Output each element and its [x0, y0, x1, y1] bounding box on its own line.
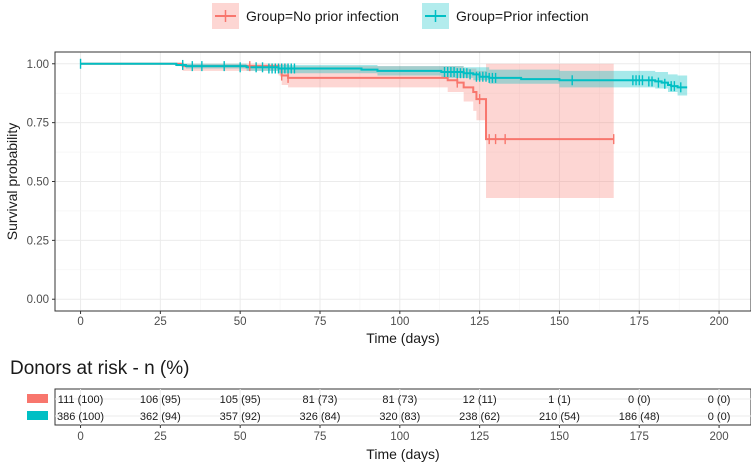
risk-cell: 105 (95) — [220, 394, 261, 406]
risk-table-grid — [55, 389, 751, 425]
y-axis: 0.00 0.25 0.50 0.75 1.00 — [27, 59, 55, 306]
y-tick-label: 1.00 — [27, 59, 49, 71]
legend-entry-prior: Group=Prior infection — [422, 3, 589, 29]
risk-row-key-no-prior — [27, 394, 48, 403]
risk-cell: 12 (11) — [463, 394, 497, 406]
risk-x-tick-label: 150 — [550, 431, 569, 443]
x-axis: 0 25 50 75 100 125 150 175 200 — [77, 311, 729, 328]
risk-x-tick-label: 50 — [234, 431, 247, 443]
y-tick-label: 0.50 — [27, 177, 49, 189]
legend-label-prior: Group=Prior infection — [456, 8, 589, 24]
legend: Group=No prior infection Group=Prior inf… — [212, 3, 589, 29]
y-axis-label: Survival probability — [4, 123, 20, 241]
x-tick-label: 175 — [630, 316, 649, 328]
risk-x-axis-label: Time (days) — [366, 446, 439, 462]
risk-cell: 0 (0) — [628, 394, 651, 406]
risk-cell: 81 (73) — [382, 394, 417, 406]
risk-table-cells: 111 (100) 106 (95) 105 (95) 81 (73) 81 (73) 1… — [57, 394, 730, 423]
plot-grid — [55, 52, 751, 311]
ci-band-prior — [80, 63, 688, 96]
risk-cell: 0 (0) — [708, 411, 731, 423]
risk-table-x-axis: 0 25 50 75 100 125 150 175 200 — [77, 425, 729, 443]
x-tick-label: 125 — [470, 316, 489, 328]
risk-table-title: Donors at risk - n (%) — [10, 358, 189, 379]
risk-x-tick-label: 0 — [77, 431, 83, 443]
x-tick-label: 150 — [550, 316, 569, 328]
x-tick-label: 75 — [314, 316, 327, 328]
risk-cell: 1 (1) — [548, 394, 571, 406]
risk-cell: 0 (0) — [708, 394, 731, 406]
risk-cell: 210 (54) — [539, 411, 580, 423]
risk-row-key-prior — [27, 411, 48, 420]
risk-cell: 320 (83) — [379, 411, 420, 423]
survival-plot: 0.00 0.25 0.50 0.75 1.00 0 25 50 75 100 125 150 175… — [4, 51, 751, 346]
x-tick-label: 50 — [234, 316, 247, 328]
confidence-bands — [80, 63, 688, 198]
risk-x-tick-label: 75 — [314, 431, 327, 443]
x-axis-label: Time (days) — [366, 330, 439, 346]
legend-entry-no-prior: Group=No prior infection — [212, 3, 399, 29]
risk-cell: 186 (48) — [619, 411, 660, 423]
risk-table: Donors at risk - n (%) 111 (100) 106 (95)… — [10, 358, 751, 462]
y-tick-label: 0.75 — [27, 118, 49, 130]
y-tick-label: 0.00 — [27, 294, 49, 306]
x-tick-label: 200 — [709, 316, 728, 328]
risk-cell: 111 (100) — [58, 394, 103, 406]
risk-cell: 106 (95) — [140, 394, 181, 406]
risk-cell: 238 (62) — [459, 411, 500, 423]
y-tick-label: 0.25 — [27, 235, 49, 247]
risk-x-tick-label: 100 — [390, 431, 409, 443]
risk-table-panel — [54, 388, 751, 426]
legend-label-no-prior: Group=No prior infection — [246, 8, 399, 24]
risk-x-tick-label: 175 — [630, 431, 649, 443]
x-tick-label: 0 — [77, 316, 83, 328]
risk-cell: 386 (100) — [57, 411, 104, 423]
risk-cell: 81 (73) — [303, 394, 338, 406]
x-tick-label: 100 — [390, 316, 409, 328]
risk-cell: 326 (84) — [299, 411, 340, 423]
risk-x-tick-label: 25 — [154, 431, 167, 443]
risk-cell: 362 (94) — [140, 411, 181, 423]
x-tick-label: 25 — [154, 316, 167, 328]
risk-cell: 357 (92) — [220, 411, 261, 423]
ci-band-no-prior — [80, 63, 614, 198]
censor-marks — [79, 58, 682, 145]
risk-x-tick-label: 125 — [470, 431, 489, 443]
risk-x-tick-label: 200 — [709, 431, 728, 443]
